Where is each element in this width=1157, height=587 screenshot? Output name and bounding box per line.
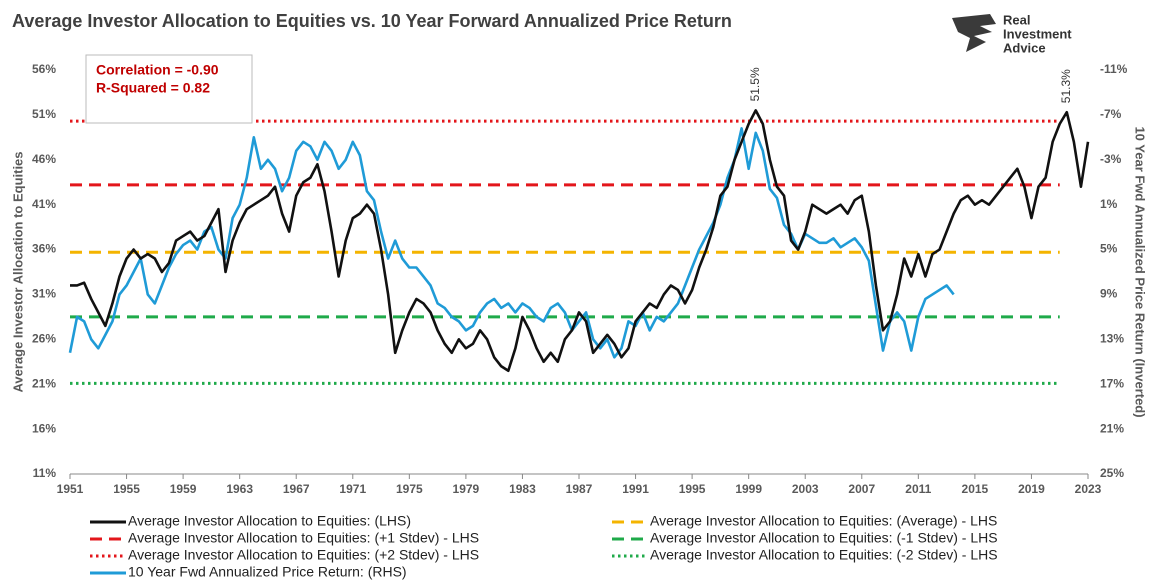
y-tick-label: 26% [32, 332, 56, 346]
stats-text: Correlation = -0.90 [96, 62, 219, 78]
y-tick-label: 56% [32, 62, 56, 76]
x-tick-label: 2015 [962, 482, 989, 496]
y2-tick-label: 1% [1100, 197, 1118, 211]
x-tick-label: 2007 [848, 482, 875, 496]
y2-tick-label: 9% [1100, 287, 1118, 301]
logo: Real Investment Advice [952, 12, 1072, 55]
x-tick-label: 2003 [792, 482, 819, 496]
y-tick-label: 41% [32, 197, 56, 211]
series-line [68, 127, 955, 359]
legend-label: Average Investor Allocation to Equities:… [650, 547, 998, 563]
legend-label: Average Investor Allocation to Equities:… [128, 530, 479, 546]
x-tick-label: 2023 [1075, 482, 1102, 496]
y-tick-label: 31% [32, 287, 56, 301]
x-tick-label: 1991 [622, 482, 649, 496]
y2-axis-label: 10 Year Fwd Annualized Price Return (Inv… [1133, 126, 1148, 417]
annotation: 51.3% [1059, 69, 1073, 103]
x-tick-label: 1979 [453, 482, 480, 496]
y2-tick-label: 13% [1100, 332, 1124, 346]
x-tick-label: 1987 [566, 482, 593, 496]
stats-box [85, 54, 253, 124]
logo-text: Investment [1003, 26, 1072, 41]
x-tick-label: 1951 [57, 482, 84, 496]
series-line [70, 109, 1090, 373]
y-tick-label: 16% [32, 421, 56, 435]
x-tick-label: 1967 [283, 482, 310, 496]
y-tick-label: 46% [32, 152, 56, 166]
y2-tick-label: -11% [1100, 62, 1128, 76]
legend-label: Average Investor Allocation to Equities:… [128, 547, 479, 563]
x-tick-label: 1983 [509, 482, 536, 496]
y2-tick-label: -3% [1100, 152, 1122, 166]
y2-tick-label: 21% [1100, 421, 1124, 435]
chart-title: Average Investor Allocation to Equities … [12, 11, 732, 31]
x-tick-label: 2011 [905, 482, 931, 496]
y2-tick-label: -7% [1100, 107, 1122, 121]
logo-text: Advice [1003, 40, 1046, 55]
y2-tick-label: 17% [1100, 376, 1124, 390]
x-tick-label: 2019 [1018, 482, 1045, 496]
x-tick-label: 1971 [339, 482, 366, 496]
x-tick-label: 1955 [113, 482, 140, 496]
y2-tick-label: 5% [1100, 242, 1118, 256]
x-tick-label: 1959 [170, 482, 197, 496]
y-axis-label: Average Investor Allocation to Equities [10, 151, 25, 392]
annotation: 51.5% [748, 67, 762, 101]
y2-tick-label: 25% [1100, 466, 1124, 480]
y-tick-label: 11% [33, 466, 57, 480]
legend-label: 10 Year Fwd Annualized Price Return: (RH… [128, 564, 407, 580]
x-tick-label: 1963 [226, 482, 253, 496]
x-tick-label: 1975 [396, 482, 423, 496]
y-tick-label: 51% [32, 107, 56, 121]
x-tick-label: 1995 [679, 482, 706, 496]
y-tick-label: 21% [32, 376, 56, 390]
legend-label: Average Investor Allocation to Equities:… [650, 530, 998, 546]
x-tick-label: 1999 [735, 482, 762, 496]
stats-text: R-Squared = 0.82 [96, 80, 210, 96]
logo-mark [952, 14, 996, 52]
y-tick-label: 36% [32, 242, 56, 256]
logo-text: Real [1003, 12, 1030, 27]
legend-label: Average Investor Allocation to Equities:… [650, 513, 997, 529]
legend-label: Average Investor Allocation to Equities:… [128, 513, 411, 529]
